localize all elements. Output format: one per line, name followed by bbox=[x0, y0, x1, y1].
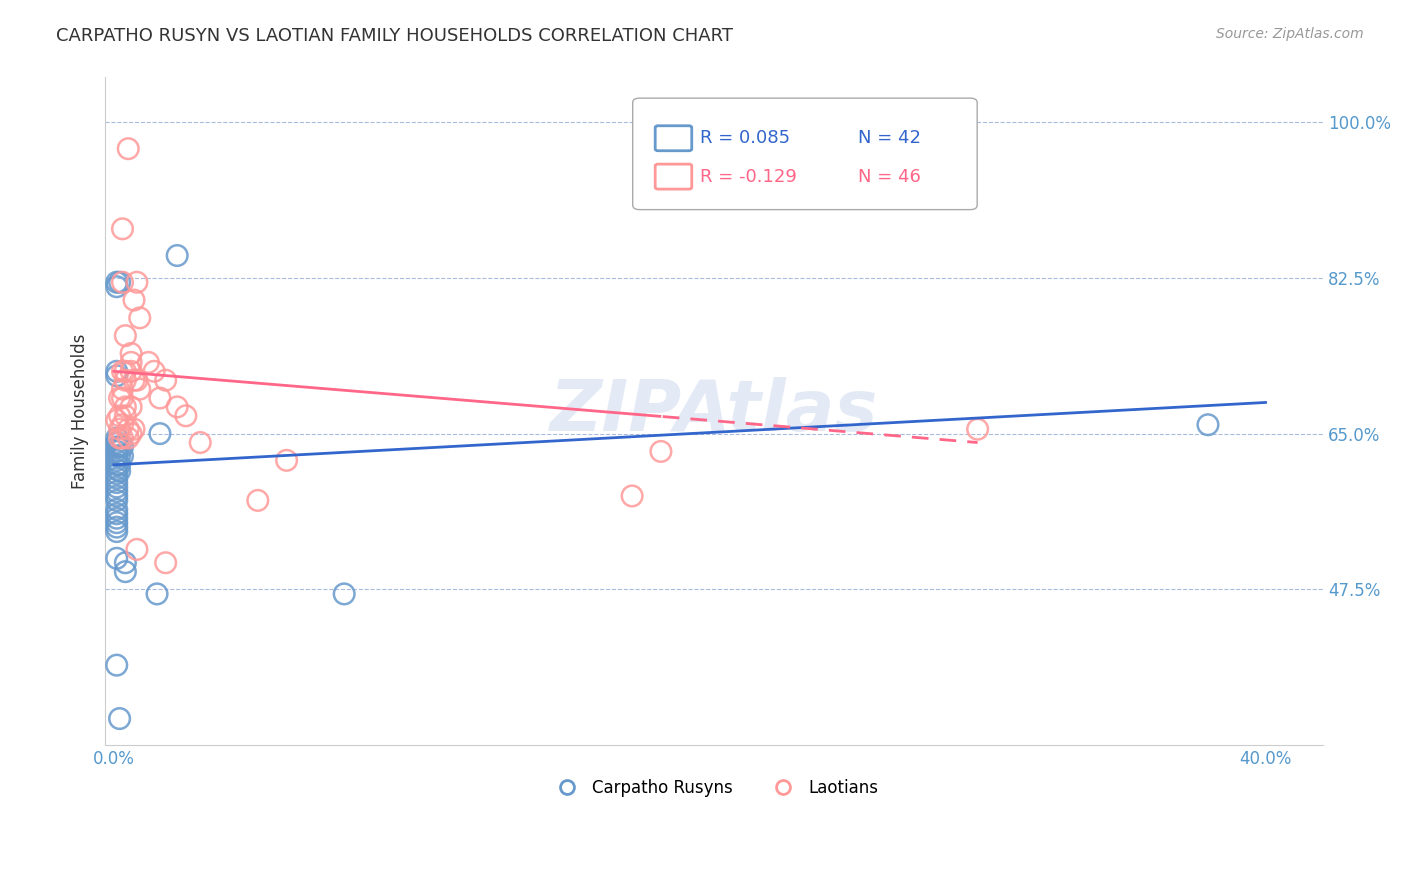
Point bbox=[108, 458, 131, 472]
Point bbox=[105, 435, 128, 450]
Point bbox=[105, 502, 128, 516]
Point bbox=[105, 658, 128, 673]
Point bbox=[114, 556, 136, 570]
Point bbox=[117, 422, 139, 436]
Point bbox=[114, 409, 136, 423]
Text: R = -0.129: R = -0.129 bbox=[700, 168, 797, 186]
Point bbox=[105, 475, 128, 490]
Point bbox=[105, 520, 128, 534]
Point bbox=[111, 431, 134, 445]
Text: N = 42: N = 42 bbox=[858, 129, 921, 147]
Point bbox=[105, 507, 128, 521]
Point bbox=[120, 426, 142, 441]
Point bbox=[111, 391, 134, 405]
Point bbox=[246, 493, 269, 508]
Point bbox=[138, 355, 160, 369]
Point bbox=[966, 422, 988, 436]
Point bbox=[105, 440, 128, 454]
Text: CARPATHO RUSYN VS LAOTIAN FAMILY HOUSEHOLDS CORRELATION CHART: CARPATHO RUSYN VS LAOTIAN FAMILY HOUSEHO… bbox=[56, 27, 734, 45]
Point bbox=[120, 400, 142, 414]
Point bbox=[111, 417, 134, 432]
Point bbox=[122, 422, 145, 436]
Point bbox=[108, 449, 131, 463]
Point bbox=[108, 440, 131, 454]
Point bbox=[105, 524, 128, 539]
Point bbox=[105, 471, 128, 485]
Point bbox=[114, 373, 136, 387]
Point bbox=[166, 400, 188, 414]
Point bbox=[122, 293, 145, 307]
Point bbox=[122, 373, 145, 387]
Point bbox=[108, 409, 131, 423]
Point bbox=[125, 275, 148, 289]
Point bbox=[105, 489, 128, 503]
Point bbox=[111, 222, 134, 236]
Point bbox=[105, 431, 128, 445]
Text: N = 46: N = 46 bbox=[858, 168, 921, 186]
Point bbox=[108, 275, 131, 289]
Point bbox=[621, 489, 644, 503]
Point bbox=[1197, 417, 1219, 432]
Point bbox=[125, 373, 148, 387]
Point bbox=[155, 556, 177, 570]
Point bbox=[650, 444, 672, 458]
Point bbox=[117, 142, 139, 156]
Point bbox=[111, 382, 134, 396]
Point bbox=[333, 587, 356, 601]
Point bbox=[105, 364, 128, 378]
Point bbox=[188, 435, 211, 450]
Point bbox=[146, 587, 169, 601]
Point bbox=[108, 431, 131, 445]
Point bbox=[143, 364, 166, 378]
Point bbox=[105, 480, 128, 494]
Point bbox=[105, 453, 128, 467]
Point bbox=[111, 449, 134, 463]
Point bbox=[114, 400, 136, 414]
Point bbox=[149, 391, 172, 405]
Point bbox=[111, 275, 134, 289]
Point bbox=[108, 422, 131, 436]
Point bbox=[105, 444, 128, 458]
Point bbox=[276, 453, 298, 467]
Point bbox=[105, 484, 128, 499]
Point bbox=[108, 712, 131, 726]
Point bbox=[105, 458, 128, 472]
Point bbox=[114, 565, 136, 579]
Text: R = 0.085: R = 0.085 bbox=[700, 129, 790, 147]
Point bbox=[111, 364, 134, 378]
Point bbox=[105, 413, 128, 427]
Point bbox=[128, 310, 150, 325]
Point bbox=[114, 328, 136, 343]
Text: Source: ZipAtlas.com: Source: ZipAtlas.com bbox=[1216, 27, 1364, 41]
Point bbox=[125, 542, 148, 557]
Point bbox=[105, 493, 128, 508]
Point bbox=[128, 382, 150, 396]
Point bbox=[105, 279, 128, 293]
Point bbox=[149, 426, 172, 441]
Y-axis label: Family Households: Family Households bbox=[72, 334, 89, 489]
Text: ZIPAtlas: ZIPAtlas bbox=[550, 376, 879, 446]
Point bbox=[114, 364, 136, 378]
Point bbox=[108, 464, 131, 478]
Point bbox=[105, 275, 128, 289]
Legend: Carpatho Rusyns, Laotians: Carpatho Rusyns, Laotians bbox=[544, 772, 884, 804]
Point bbox=[155, 373, 177, 387]
Point bbox=[120, 346, 142, 360]
Point bbox=[111, 440, 134, 454]
Point bbox=[120, 364, 142, 378]
Point bbox=[105, 467, 128, 481]
Point bbox=[108, 391, 131, 405]
Point bbox=[166, 248, 188, 262]
Point bbox=[174, 409, 197, 423]
Point bbox=[105, 511, 128, 525]
Point bbox=[105, 462, 128, 476]
Point bbox=[105, 449, 128, 463]
Point bbox=[105, 551, 128, 566]
Point bbox=[117, 431, 139, 445]
Point bbox=[105, 368, 128, 383]
Point bbox=[120, 355, 142, 369]
Point bbox=[105, 516, 128, 530]
